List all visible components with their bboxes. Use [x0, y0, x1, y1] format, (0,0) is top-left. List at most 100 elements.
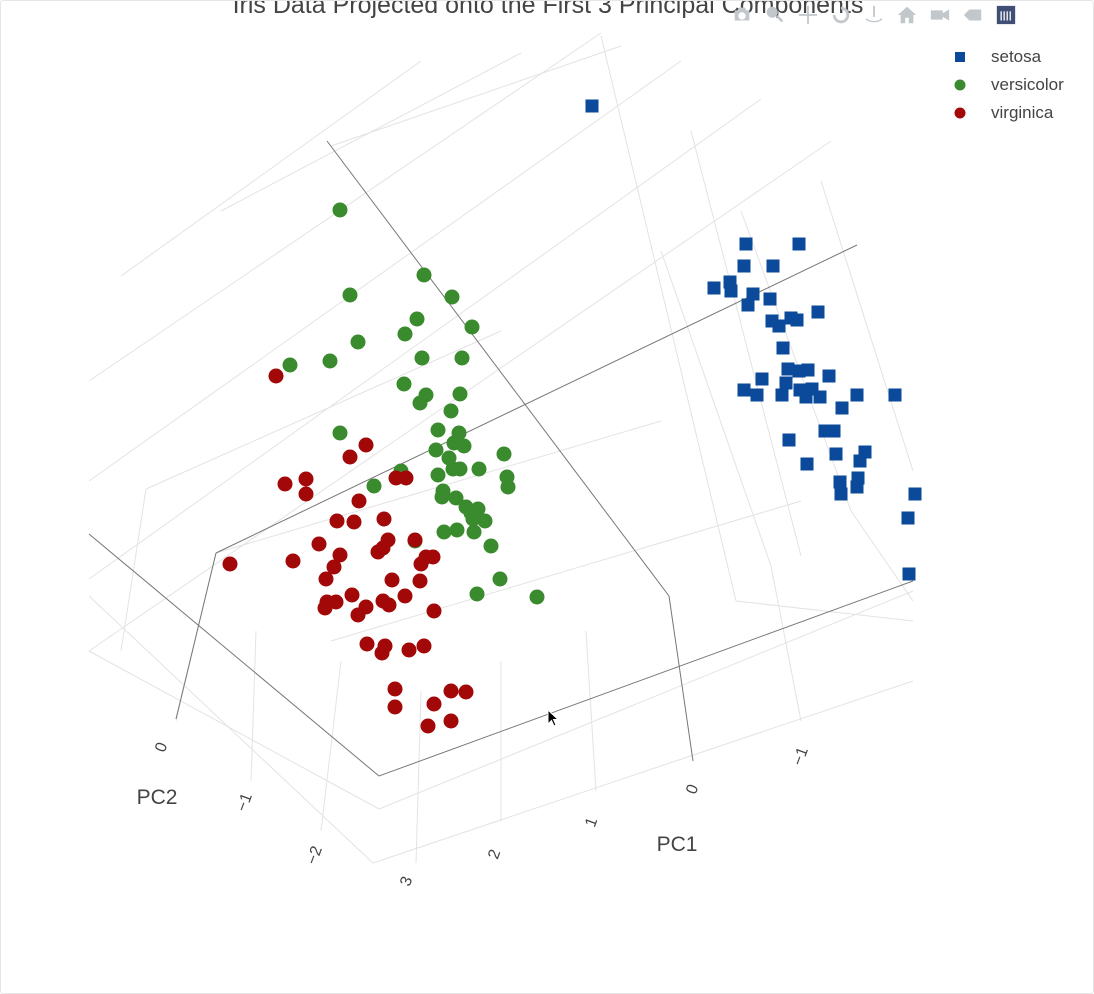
turntable-icon[interactable]	[861, 2, 887, 28]
point-virginica[interactable]	[398, 470, 414, 486]
point-setosa[interactable]	[739, 237, 753, 251]
legend-item-versicolor[interactable]: versicolor	[949, 71, 1064, 99]
point-versicolor[interactable]	[428, 442, 444, 458]
pan-icon[interactable]	[795, 2, 821, 28]
point-virginica[interactable]	[358, 437, 374, 453]
point-setosa[interactable]	[901, 511, 915, 525]
point-versicolor[interactable]	[529, 589, 545, 605]
point-setosa[interactable]	[782, 433, 796, 447]
point-virginica[interactable]	[351, 493, 367, 509]
point-setosa[interactable]	[766, 259, 780, 273]
point-setosa[interactable]	[908, 487, 922, 501]
plotly-logo-icon[interactable]	[993, 2, 1019, 28]
point-versicolor[interactable]	[448, 490, 464, 506]
point-versicolor[interactable]	[430, 467, 446, 483]
point-setosa[interactable]	[792, 237, 806, 251]
point-versicolor[interactable]	[465, 511, 481, 527]
point-versicolor[interactable]	[409, 311, 425, 327]
point-versicolor[interactable]	[342, 287, 358, 303]
point-setosa[interactable]	[724, 284, 738, 298]
point-virginica[interactable]	[268, 368, 284, 384]
point-versicolor[interactable]	[444, 289, 460, 305]
point-setosa[interactable]	[781, 362, 795, 376]
point-setosa[interactable]	[737, 259, 751, 273]
point-setosa[interactable]	[888, 388, 902, 402]
point-versicolor[interactable]	[322, 353, 338, 369]
point-versicolor[interactable]	[397, 326, 413, 342]
point-versicolor[interactable]	[412, 395, 428, 411]
point-versicolor[interactable]	[332, 202, 348, 218]
data-points[interactable]	[222, 99, 922, 734]
point-setosa[interactable]	[833, 475, 847, 489]
point-virginica[interactable]	[413, 556, 429, 572]
point-virginica[interactable]	[374, 645, 390, 661]
point-setosa[interactable]	[585, 99, 599, 113]
point-virginica[interactable]	[401, 642, 417, 658]
point-setosa[interactable]	[822, 369, 836, 383]
point-virginica[interactable]	[407, 532, 423, 548]
point-versicolor[interactable]	[434, 489, 450, 505]
point-virginica[interactable]	[416, 638, 432, 654]
point-versicolor[interactable]	[416, 267, 432, 283]
point-virginica[interactable]	[317, 600, 333, 616]
legend-item-virginica[interactable]: virginica	[949, 99, 1064, 127]
point-virginica[interactable]	[285, 553, 301, 569]
point-versicolor[interactable]	[452, 461, 468, 477]
orbit-icon[interactable]	[828, 2, 854, 28]
legend-item-setosa[interactable]: setosa	[949, 43, 1064, 71]
point-setosa[interactable]	[772, 319, 786, 333]
point-virginica[interactable]	[412, 573, 428, 589]
point-virginica[interactable]	[344, 587, 360, 603]
point-versicolor[interactable]	[496, 446, 512, 462]
point-virginica[interactable]	[425, 549, 441, 565]
modebar[interactable]	[729, 1, 1019, 29]
point-versicolor[interactable]	[492, 571, 508, 587]
point-virginica[interactable]	[332, 547, 348, 563]
point-virginica[interactable]	[381, 597, 397, 613]
point-virginica[interactable]	[359, 636, 375, 652]
point-virginica[interactable]	[277, 476, 293, 492]
point-setosa[interactable]	[850, 388, 864, 402]
point-virginica[interactable]	[311, 536, 327, 552]
point-virginica[interactable]	[387, 681, 403, 697]
point-virginica[interactable]	[384, 572, 400, 588]
point-setosa[interactable]	[811, 305, 825, 319]
point-virginica[interactable]	[326, 559, 342, 575]
point-virginica[interactable]	[298, 471, 314, 487]
point-virginica[interactable]	[458, 684, 474, 700]
point-virginica[interactable]	[426, 603, 442, 619]
point-versicolor[interactable]	[483, 538, 499, 554]
camera-view-icon[interactable]	[927, 2, 953, 28]
point-setosa[interactable]	[835, 401, 849, 415]
point-versicolor[interactable]	[469, 586, 485, 602]
point-setosa[interactable]	[707, 281, 721, 295]
point-versicolor[interactable]	[452, 386, 468, 402]
point-virginica[interactable]	[329, 513, 345, 529]
zoom-icon[interactable]	[762, 2, 788, 28]
point-versicolor[interactable]	[456, 438, 472, 454]
point-virginica[interactable]	[387, 699, 403, 715]
point-virginica[interactable]	[298, 486, 314, 502]
point-virginica[interactable]	[346, 514, 362, 530]
point-setosa[interactable]	[834, 487, 848, 501]
point-setosa[interactable]	[799, 390, 813, 404]
point-virginica[interactable]	[376, 511, 392, 527]
point-setosa[interactable]	[853, 454, 867, 468]
point-virginica[interactable]	[370, 544, 386, 560]
point-versicolor[interactable]	[430, 422, 446, 438]
hover-icon[interactable]	[960, 2, 986, 28]
point-versicolor[interactable]	[396, 376, 412, 392]
point-setosa[interactable]	[827, 424, 841, 438]
point-versicolor[interactable]	[414, 350, 430, 366]
point-setosa[interactable]	[801, 363, 815, 377]
point-virginica[interactable]	[397, 588, 413, 604]
point-versicolor[interactable]	[466, 524, 482, 540]
point-versicolor[interactable]	[454, 350, 470, 366]
point-virginica[interactable]	[222, 556, 238, 572]
point-versicolor[interactable]	[282, 357, 298, 373]
point-versicolor[interactable]	[443, 403, 459, 419]
point-virginica[interactable]	[443, 713, 459, 729]
point-virginica[interactable]	[342, 449, 358, 465]
point-setosa[interactable]	[813, 390, 827, 404]
